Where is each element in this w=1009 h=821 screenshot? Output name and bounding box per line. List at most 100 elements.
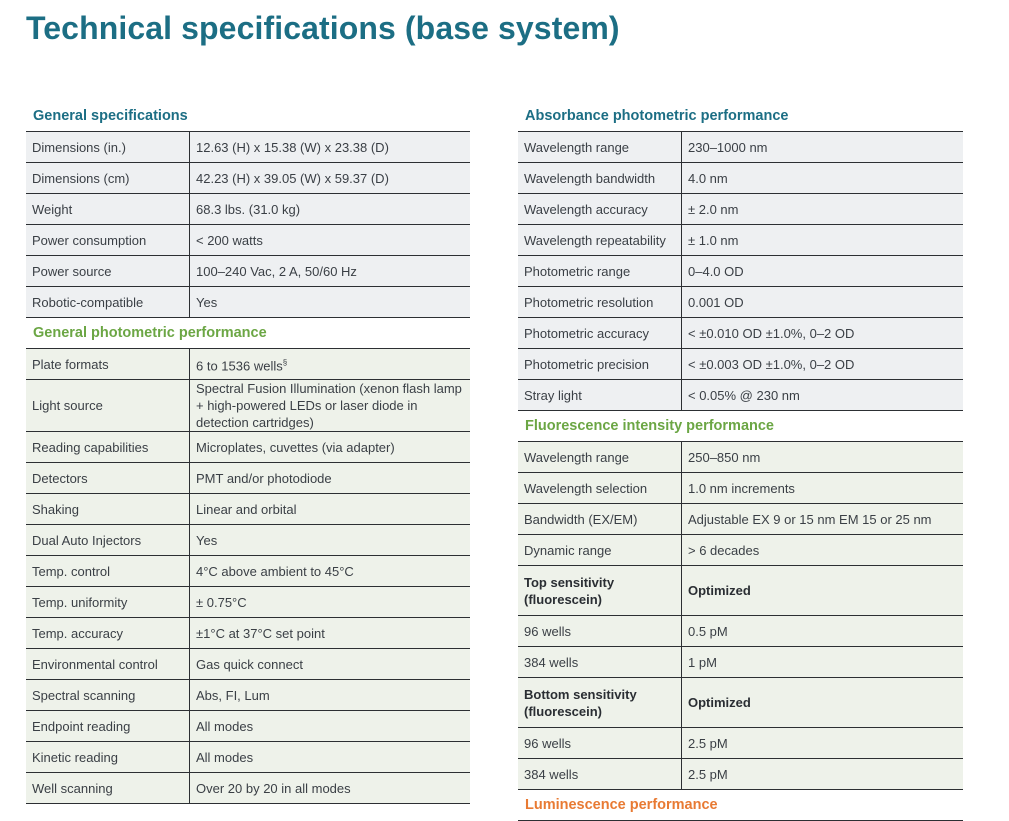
spec-value: Yes <box>189 524 470 556</box>
footnote-marker: § <box>282 357 288 367</box>
table-row: Robotic-compatible Yes <box>26 286 470 318</box>
spec-value: 1 pM <box>681 646 963 678</box>
spec-label: Wavelength selection <box>518 472 682 504</box>
spec-value: Linear and orbital <box>189 493 470 525</box>
table-row: 384 wells 2.5 pM <box>518 758 963 790</box>
table-row: Reading capabilities Microplates, cuvette… <box>26 431 470 463</box>
spec-label: 96 wells <box>518 727 682 759</box>
spec-value: Optimized <box>681 677 963 728</box>
spec-label: Dimensions (in.) <box>26 132 190 163</box>
spec-value: ± 2.0 nm <box>681 193 963 225</box>
table-row: Kinetic reading All modes <box>26 741 470 773</box>
spec-value: Gas quick connect <box>189 648 470 680</box>
spec-label: Plate formats <box>26 349 190 380</box>
table-row: Dimensions (in.) 12.63 (H) x 15.38 (W) x … <box>26 132 470 163</box>
spec-value: > 6 decades <box>681 534 963 566</box>
right-column: Absorbance photometric performance Wavel… <box>518 101 963 821</box>
table-row: Photometric accuracy < ±0.010 OD ±1.0%, 0… <box>518 317 963 349</box>
spec-label: Endpoint reading <box>26 710 190 742</box>
spec-label: Top sensitivity (fluorescein) <box>518 565 682 616</box>
spec-label: Bottom sensitivity (fluorescein) <box>518 677 682 728</box>
table-row: Wavelength repeatability ± 1.0 nm <box>518 224 963 256</box>
spec-value: 230–1000 nm <box>681 132 963 163</box>
spec-label: Dynamic range <box>518 534 682 566</box>
spec-label: Shaking <box>26 493 190 525</box>
table-row: Shaking Linear and orbital <box>26 493 470 525</box>
spec-value: Optimized <box>681 565 963 616</box>
section-heading-luminescence: Luminescence performance <box>518 790 963 821</box>
table-row: Power consumption < 200 watts <box>26 224 470 256</box>
spec-value: 6 to 1536 wells§ <box>189 349 470 380</box>
section-heading-absorbance: Absorbance photometric performance <box>518 101 963 132</box>
table-row: Well scanning Over 20 by 20 in all modes <box>26 772 470 804</box>
spec-value: 1.0 nm increments <box>681 472 963 504</box>
spec-value: Over 20 by 20 in all modes <box>189 772 470 804</box>
spec-label: Photometric range <box>518 255 682 287</box>
spec-label: Dual Auto Injectors <box>26 524 190 556</box>
table-row: Detectors PMT and/or photodiode <box>26 462 470 494</box>
spec-label: Photometric resolution <box>518 286 682 318</box>
spec-value: PMT and/or photodiode <box>189 462 470 494</box>
spec-label: Power source <box>26 255 190 287</box>
spec-value: 2.5 pM <box>681 758 963 790</box>
spec-value: All modes <box>189 710 470 742</box>
spec-label: Temp. uniformity <box>26 586 190 618</box>
spec-label: Robotic-compatible <box>26 286 190 318</box>
spec-label: 96 wells <box>518 615 682 647</box>
spec-value: 12.63 (H) x 15.38 (W) x 23.38 (D) <box>189 132 470 163</box>
table-row: 384 wells 1 pM <box>518 646 963 678</box>
section-heading-general-specifications: General specifications <box>26 101 470 132</box>
table-row: Wavelength range 230–1000 nm <box>518 132 963 163</box>
table-row: Temp. uniformity ± 0.75°C <box>26 586 470 618</box>
spec-label: Wavelength range <box>518 442 682 473</box>
table-row: Plate formats 6 to 1536 wells§ <box>26 349 470 380</box>
spec-value-text: 6 to 1536 wells <box>196 358 283 374</box>
table-row: Spectral scanning Abs, FI, Lum <box>26 679 470 711</box>
table-row: Wavelength range 250–850 nm <box>518 442 963 473</box>
spec-label: 384 wells <box>518 646 682 678</box>
spec-value: ± 1.0 nm <box>681 224 963 256</box>
general-specifications-table: Dimensions (in.) 12.63 (H) x 15.38 (W) x … <box>26 132 470 318</box>
general-photometric-table: Plate formats 6 to 1536 wells§ Light sou… <box>26 349 470 804</box>
spec-value: < 0.05% @ 230 nm <box>681 379 963 411</box>
table-row: Wavelength selection 1.0 nm increments <box>518 472 963 504</box>
table-row: Bandwidth (EX/EM) Adjustable EX 9 or 15 n… <box>518 503 963 535</box>
spec-label: Detectors <box>26 462 190 494</box>
table-row: Power source 100–240 Vac, 2 A, 50/60 Hz <box>26 255 470 287</box>
table-row: 96 wells 2.5 pM <box>518 727 963 759</box>
table-row-bottom-sensitivity: Bottom sensitivity (fluorescein) Optimiz… <box>518 677 963 728</box>
table-row: Photometric resolution 0.001 OD <box>518 286 963 318</box>
absorbance-table: Wavelength range 230–1000 nm Wavelength ba… <box>518 132 963 411</box>
spec-value: < ±0.010 OD ±1.0%, 0–2 OD <box>681 317 963 349</box>
table-row: Dimensions (cm) 42.23 (H) x 39.05 (W) x 5… <box>26 162 470 194</box>
spec-label: Temp. accuracy <box>26 617 190 649</box>
table-row: Photometric precision < ±0.003 OD ±1.0%, … <box>518 348 963 380</box>
table-row: 96 wells 0.5 pM <box>518 615 963 647</box>
spec-label: Reading capabilities <box>26 431 190 463</box>
spec-value: Yes <box>189 286 470 318</box>
table-row: Light source Spectral Fusion Illumination… <box>26 379 470 432</box>
spec-label: Photometric precision <box>518 348 682 380</box>
table-row: Dual Auto Injectors Yes <box>26 524 470 556</box>
left-column: General specifications Dimensions (in.) 1… <box>26 101 470 804</box>
table-row: Photometric range 0–4.0 OD <box>518 255 963 287</box>
spec-value: < 200 watts <box>189 224 470 256</box>
page-title: Technical specifications (base system) <box>26 10 620 46</box>
table-row: Environmental control Gas quick connect <box>26 648 470 680</box>
spec-value: 68.3 lbs. (31.0 kg) <box>189 193 470 225</box>
spec-label: Stray light <box>518 379 682 411</box>
spec-label: Dimensions (cm) <box>26 162 190 194</box>
spec-label: Bandwidth (EX/EM) <box>518 503 682 535</box>
spec-label: Light source <box>26 379 190 432</box>
spec-value: 0.001 OD <box>681 286 963 318</box>
section-heading-general-photometric: General photometric performance <box>26 318 470 349</box>
spec-label: Wavelength range <box>518 132 682 163</box>
table-row: Dynamic range > 6 decades <box>518 534 963 566</box>
spec-label: Wavelength repeatability <box>518 224 682 256</box>
table-row: Temp. accuracy ±1°C at 37°C set point <box>26 617 470 649</box>
spec-label: Wavelength bandwidth <box>518 162 682 194</box>
spec-label: Well scanning <box>26 772 190 804</box>
table-row-top-sensitivity: Top sensitivity (fluorescein) Optimized <box>518 565 963 616</box>
spec-label: Wavelength accuracy <box>518 193 682 225</box>
spec-value: All modes <box>189 741 470 773</box>
